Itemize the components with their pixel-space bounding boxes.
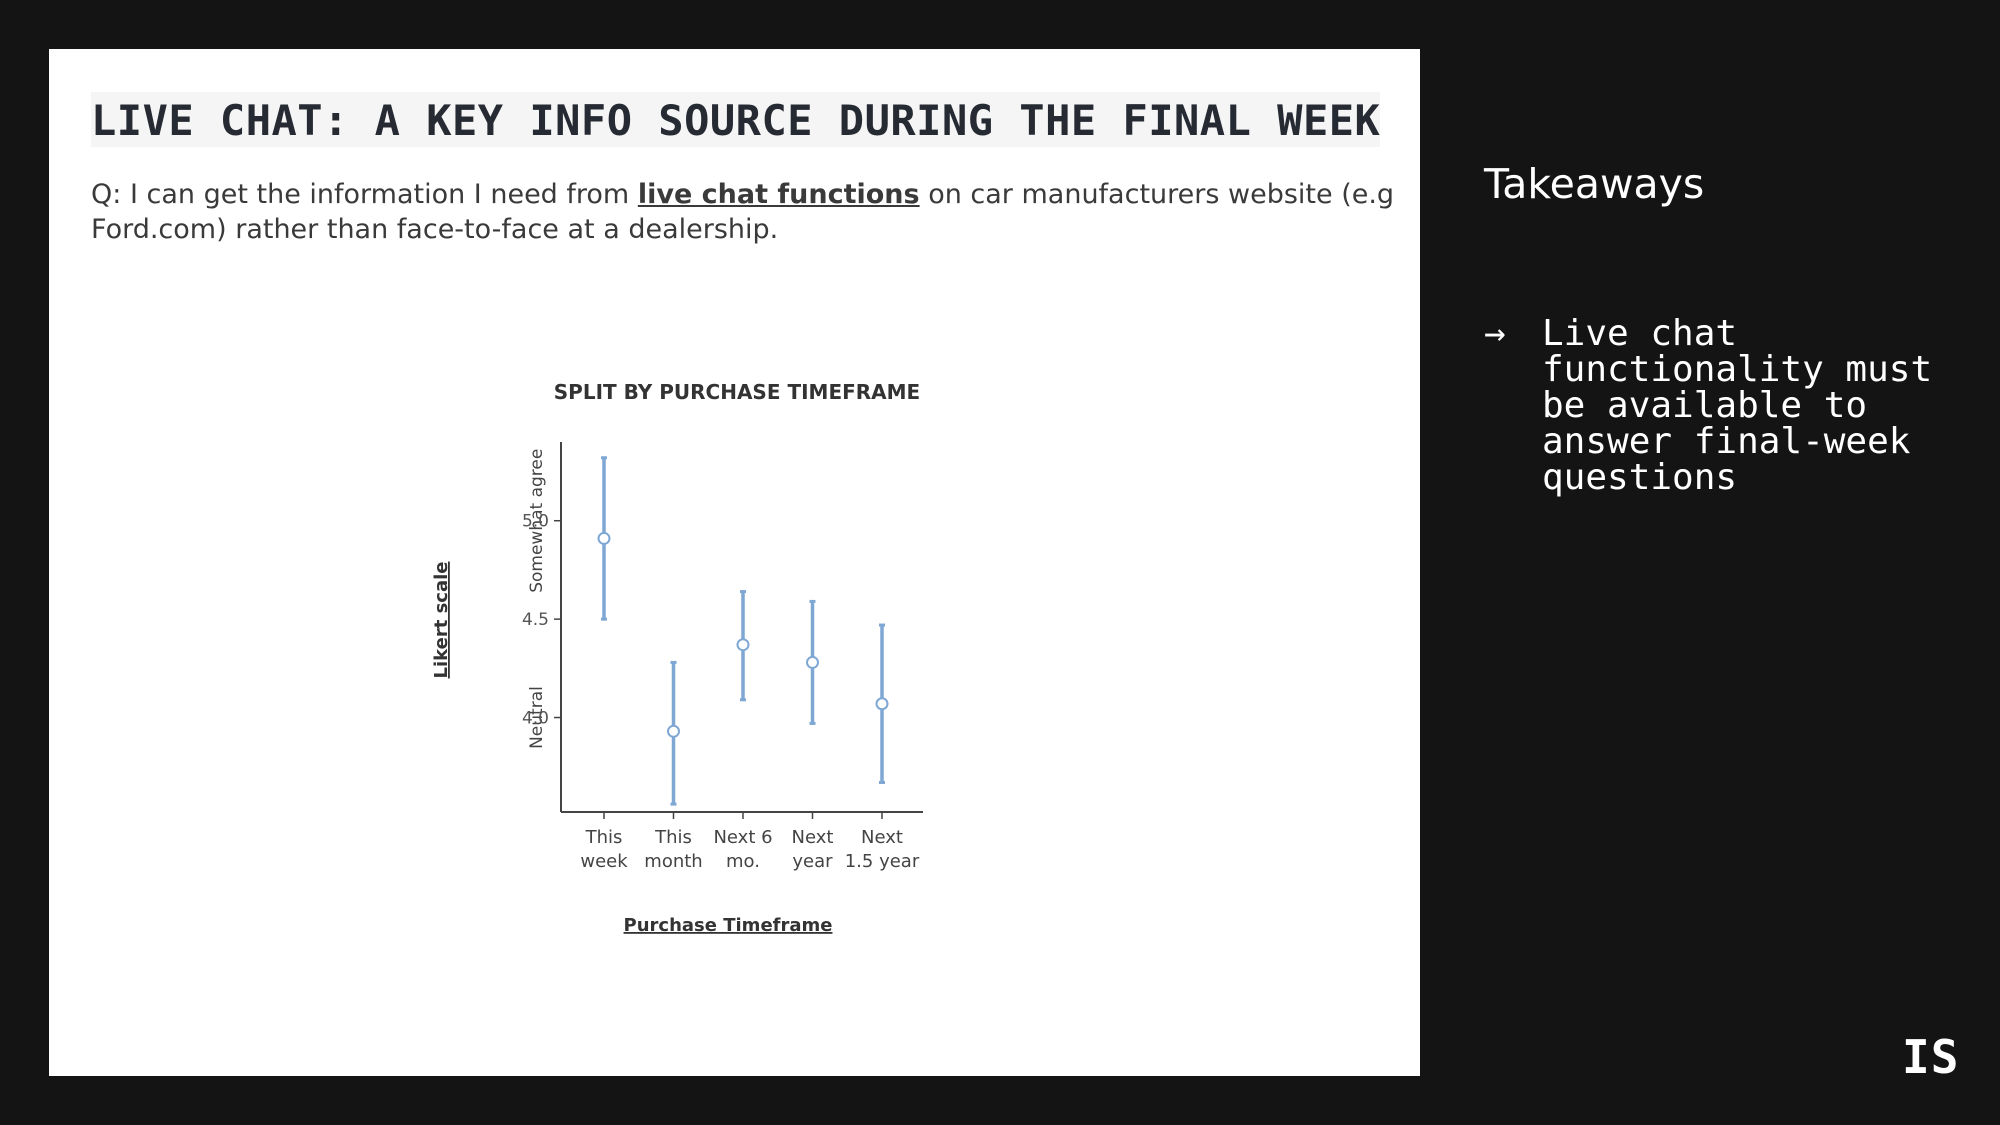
x-axis-title: Purchase Timeframe <box>624 915 833 936</box>
slide-card: LIVE CHAT: A KEY INFO SOURCE DURING THE … <box>49 49 1420 1076</box>
y-tick-label: 5.0 <box>522 512 549 532</box>
logo: IS <box>1902 1030 1960 1084</box>
error-bar-chart: SPLIT BY PURCHASE TIMEFRAME Likert scale… <box>431 380 923 936</box>
y-tick-label: 4.5 <box>522 610 549 630</box>
x-tick-label: 1.5 year <box>845 851 920 872</box>
takeaways-heading: Takeaways <box>1484 160 1705 208</box>
x-tick-label: This <box>585 827 623 848</box>
question-highlight: live chat functions <box>637 179 920 210</box>
y-axis-title: Likert scale <box>431 562 452 679</box>
mean-point <box>806 655 819 669</box>
question-text-after: on car manufacturers website (e.g Ford.c… <box>91 179 1395 245</box>
arrow-right-icon: → <box>1484 313 1506 354</box>
x-tick-label: month <box>644 851 702 872</box>
x-tick-label: week <box>580 851 628 872</box>
takeaway-text: Live chat functionality must be availabl… <box>1542 313 1933 498</box>
takeaway-item: → Live chat functionality must be availa… <box>1484 316 1984 496</box>
data-series <box>597 456 889 806</box>
mean-point <box>667 724 680 738</box>
x-tick-label: Next <box>861 827 903 848</box>
y-reference-label: Neutral <box>527 686 547 749</box>
y-reference-labels: Somewhat agree Neutral <box>527 449 547 749</box>
survey-question: Q: I can get the information I need from… <box>91 177 1411 247</box>
mean-point <box>736 638 750 652</box>
mean-point <box>597 531 611 545</box>
x-tick-label: mo. <box>726 851 760 872</box>
y-reference-label: Somewhat agree <box>527 449 547 593</box>
question-text-before: : I can get the information I need from <box>112 179 638 210</box>
y-tick-label: 4.0 <box>522 709 549 729</box>
x-tick-label: This <box>654 827 692 848</box>
y-ticks: 4.0 4.5 5.0 <box>522 512 561 729</box>
takeaway-list: → Live chat functionality must be availa… <box>1484 316 1984 496</box>
question-prefix: Q <box>91 179 113 210</box>
x-ticks: This week This month Next 6 mo. Next year Next 1.… <box>580 812 920 872</box>
x-tick-label: year <box>792 851 833 872</box>
x-tick-label: Next 6 <box>713 827 772 848</box>
slide-title: LIVE CHAT: A KEY INFO SOURCE DURING THE … <box>91 92 1381 147</box>
chart-title: SPLIT BY PURCHASE TIMEFRAME <box>554 380 920 404</box>
x-tick-label: Next <box>792 827 834 848</box>
mean-point <box>875 697 889 711</box>
